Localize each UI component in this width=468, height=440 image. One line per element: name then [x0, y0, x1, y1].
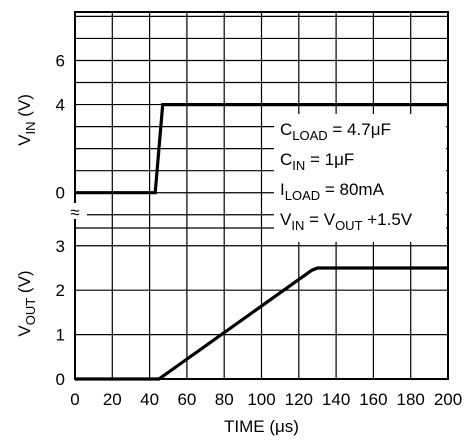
series-group [75, 102, 448, 381]
x-tick-label: 0 [70, 390, 79, 409]
annotation-line: CIN = 1μF [280, 150, 354, 173]
annotation-bg [274, 114, 446, 242]
annotation-line: CLOAD = 4.7μF [280, 120, 391, 143]
annotations: CLOAD = 4.7μF CIN = 1μF ILOAD = 80mA VIN = … [274, 114, 446, 242]
x-tick-label: 180 [397, 390, 425, 409]
x-tick-label: 100 [247, 390, 275, 409]
x-tick-label: 80 [215, 390, 234, 409]
y-tick-label-vin: 6 [56, 51, 65, 70]
y-tick-label-vout: 2 [56, 281, 65, 300]
y-axis-title-vin: VIN (V) [15, 94, 38, 146]
series-line-vin [75, 102, 448, 195]
y-axis-title-vout: VOUT (V) [15, 270, 38, 336]
y-tick-label-vin: 0 [56, 184, 65, 203]
x-tick-label: 20 [103, 390, 122, 409]
annotation-line: VIN = VOUT +1.5V [280, 210, 413, 233]
x-tick-label: 160 [359, 390, 387, 409]
axis-labels: VIN (V) VOUT (V) TIME (μs) [15, 94, 299, 436]
axis-break-symbol: ≈ [70, 203, 79, 222]
y-tick-label-vout: 3 [56, 237, 65, 256]
x-tick-label: 200 [434, 390, 462, 409]
x-tick-label: 140 [322, 390, 350, 409]
y-tick-label-vout: 1 [56, 326, 65, 345]
x-tick-label: 40 [140, 390, 159, 409]
x-tick-label: 120 [285, 390, 313, 409]
y-tick-label-vin: 4 [56, 96, 65, 115]
y-tick-label-vout: 0 [56, 370, 65, 389]
grid [75, 12, 448, 379]
plot-border [74, 11, 449, 380]
series-line-vout [75, 266, 448, 381]
x-axis-title: TIME (μs) [224, 417, 299, 436]
axis-break-mask [63, 203, 87, 219]
x-tick-label: 60 [177, 390, 196, 409]
annotation-line: ILOAD = 80mA [280, 180, 385, 203]
